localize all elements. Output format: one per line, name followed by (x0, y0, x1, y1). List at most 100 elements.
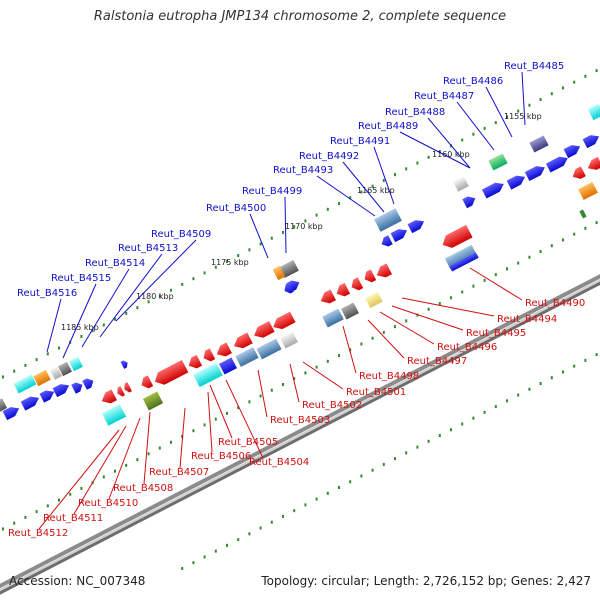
gene-shape[interactable] (582, 132, 600, 149)
gene-shape[interactable] (20, 393, 42, 411)
gene-shape[interactable] (69, 356, 83, 372)
gene-shape[interactable] (444, 244, 478, 270)
reverse-gene[interactable] (334, 282, 351, 299)
forward-gene[interactable] (2, 404, 22, 421)
gene-shape[interactable] (379, 235, 393, 248)
forward-gene-label[interactable]: Reut_B4515 (51, 273, 111, 284)
gene-shape[interactable] (52, 381, 72, 398)
reverse-gene[interactable] (139, 375, 154, 390)
reverse-gene-block[interactable] (219, 357, 237, 375)
reverse-gene[interactable] (270, 311, 296, 333)
forward-gene-label[interactable]: Reut_B4514 (85, 258, 145, 269)
gene-shape[interactable] (201, 348, 216, 363)
reverse-gene-label[interactable]: Reut_B4511 (43, 513, 103, 524)
gene-shape[interactable] (453, 176, 469, 192)
reverse-gene-label[interactable]: Reut_B4503 (270, 415, 330, 426)
gene-shape[interactable] (152, 359, 189, 388)
gene-shape[interactable] (256, 338, 282, 360)
forward-gene-label[interactable]: Reut_B4509 (151, 229, 211, 240)
gene-shape[interactable] (524, 163, 547, 182)
gene-shape[interactable] (374, 263, 392, 280)
gene-shape[interactable] (390, 226, 410, 243)
reverse-gene[interactable] (318, 289, 336, 306)
reverse-gene-label[interactable]: Reut_B4498 (359, 371, 419, 382)
forward-gene-label[interactable]: Reut_B4500 (206, 203, 266, 214)
gene-shape[interactable] (585, 156, 600, 173)
reverse-gene-label[interactable]: Reut_B4494 (497, 314, 557, 325)
reverse-gene-block[interactable] (578, 181, 598, 201)
reverse-gene-label[interactable]: Reut_B4510 (78, 498, 138, 509)
gene-shape[interactable] (362, 269, 377, 284)
reverse-gene[interactable] (439, 224, 473, 251)
gene-shape[interactable] (231, 332, 253, 352)
reverse-gene-label[interactable]: Reut_B4507 (149, 467, 209, 478)
gene-shape[interactable] (449, 252, 479, 272)
gene-shape[interactable] (374, 208, 402, 232)
gene-shape[interactable] (13, 374, 37, 394)
gene-shape[interactable] (279, 259, 299, 279)
reverse-gene-block[interactable] (142, 391, 164, 411)
forward-gene[interactable] (20, 393, 42, 411)
forward-gene[interactable] (282, 282, 294, 296)
reverse-gene[interactable] (231, 332, 253, 352)
gene-shape[interactable] (122, 382, 132, 394)
forward-gene[interactable] (582, 132, 600, 149)
gene-shape[interactable] (506, 172, 528, 190)
forward-gene-block[interactable] (69, 356, 83, 372)
forward-gene-label[interactable]: Reut_B4493 (273, 165, 333, 176)
forward-gene-block[interactable] (488, 153, 508, 171)
gene-shape[interactable] (139, 375, 154, 390)
gene-shape[interactable] (488, 153, 508, 171)
forward-gene-label[interactable]: Reut_B4485 (504, 61, 564, 72)
gene-shape[interactable] (322, 308, 344, 328)
gene-shape[interactable] (39, 387, 56, 403)
forward-gene[interactable] (120, 359, 129, 369)
gene-shape[interactable] (365, 291, 383, 309)
forward-gene-label[interactable]: Reut_B4487 (414, 91, 474, 102)
gene-shape[interactable] (578, 181, 598, 201)
reverse-gene[interactable] (99, 389, 117, 406)
gene-shape[interactable] (570, 166, 586, 181)
reverse-gene[interactable] (186, 354, 203, 371)
gene-shape[interactable] (334, 282, 351, 299)
gene-shape[interactable] (33, 369, 51, 387)
reverse-gene-label[interactable]: Reut_B4495 (466, 328, 526, 339)
reverse-gene-block[interactable] (444, 244, 478, 270)
reverse-gene[interactable] (115, 386, 125, 398)
forward-gene-label[interactable]: Reut_B4489 (358, 121, 418, 132)
reverse-gene[interactable] (349, 277, 364, 292)
gene-shape[interactable] (120, 359, 129, 369)
forward-gene[interactable] (379, 235, 393, 248)
reverse-gene[interactable] (122, 382, 132, 394)
reverse-gene-block[interactable] (280, 331, 298, 349)
gene-shape[interactable] (58, 361, 72, 377)
forward-gene-block[interactable] (374, 208, 402, 232)
reverse-gene-block[interactable] (256, 338, 282, 360)
forward-gene[interactable] (462, 194, 477, 209)
reverse-gene[interactable] (251, 321, 275, 341)
reverse-gene-label[interactable]: Reut_B4496 (437, 342, 497, 353)
forward-gene-label[interactable]: Reut_B4492 (299, 151, 359, 162)
forward-gene[interactable] (390, 226, 410, 243)
reverse-gene-label[interactable]: Reut_B4490 (525, 298, 585, 309)
gene-shape[interactable] (71, 380, 84, 394)
reverse-gene[interactable] (201, 348, 216, 363)
gene-shape[interactable] (462, 194, 477, 209)
reverse-gene[interactable] (570, 166, 586, 181)
gene-shape[interactable] (193, 362, 223, 388)
forward-gene-label[interactable]: Reut_B4488 (385, 107, 445, 118)
forward-gene-block[interactable] (453, 176, 469, 192)
forward-gene[interactable] (71, 380, 84, 394)
gene-shape[interactable] (341, 302, 359, 320)
gene-shape[interactable] (282, 282, 294, 296)
gene-shape[interactable] (272, 265, 286, 281)
forward-gene-label[interactable]: Reut_B4516 (17, 288, 77, 299)
forward-gene-block[interactable] (33, 369, 51, 387)
gene-shape[interactable] (99, 389, 117, 406)
gene-shape[interactable] (235, 347, 259, 367)
reverse-gene[interactable] (362, 269, 377, 284)
reverse-gene-label[interactable]: Reut_B4502 (302, 400, 362, 411)
reverse-gene-block[interactable] (322, 308, 344, 328)
reverse-gene-block[interactable] (193, 362, 223, 388)
gene-shape[interactable] (251, 321, 275, 341)
